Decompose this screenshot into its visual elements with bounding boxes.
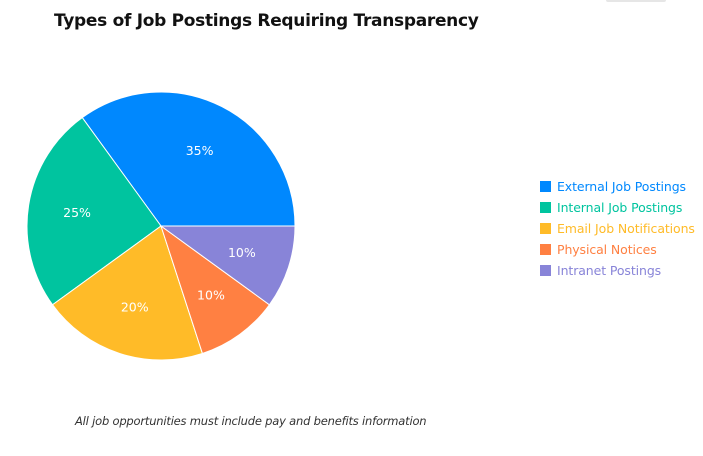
legend-label-0: External Job Postings [557, 179, 686, 194]
pie-slice-1[interactable] [26, 116, 162, 306]
legend-item-3[interactable]: Physical Notices [540, 239, 695, 260]
legend-swatch-2 [540, 223, 551, 234]
legend-item-1[interactable]: Internal Job Postings [540, 197, 695, 218]
legend-item-0[interactable]: External Job Postings [540, 176, 695, 197]
legend-swatch-1 [540, 202, 551, 213]
slice-percent-label-0: 35% [186, 143, 214, 158]
chart-legend: External Job Postings Internal Job Postin… [540, 176, 695, 281]
pie-slice-labels: 35% 25% 20% 10% 10% [63, 143, 256, 315]
legend-swatch-0 [540, 181, 551, 192]
pie-slices [26, 91, 296, 361]
legend-label-2: Email Job Notifications [557, 221, 695, 236]
slice-percent-label-2: 20% [121, 299, 149, 314]
chart-annotation: All job opportunities must include pay a… [75, 414, 427, 428]
legend-swatch-3 [540, 244, 551, 255]
legend-swatch-4 [540, 265, 551, 276]
pie-slice-2[interactable] [51, 225, 204, 361]
slice-percent-label-3: 10% [197, 287, 225, 302]
chart-title: Types of Job Postings Requiring Transpar… [54, 11, 479, 31]
slice-percent-label-4: 10% [228, 245, 256, 260]
top-tab-indicator [606, 0, 666, 2]
legend-label-1: Internal Job Postings [557, 200, 683, 215]
legend-item-4[interactable]: Intranet Postings [540, 260, 695, 281]
legend-label-3: Physical Notices [557, 242, 657, 257]
pie-slice-3[interactable] [160, 224, 271, 355]
pie-slice-0[interactable] [81, 91, 296, 227]
pie-slice-4[interactable] [159, 225, 296, 306]
legend-label-4: Intranet Postings [557, 263, 662, 278]
legend-item-2[interactable]: Email Job Notifications [540, 218, 695, 239]
slice-percent-label-1: 25% [63, 205, 91, 220]
